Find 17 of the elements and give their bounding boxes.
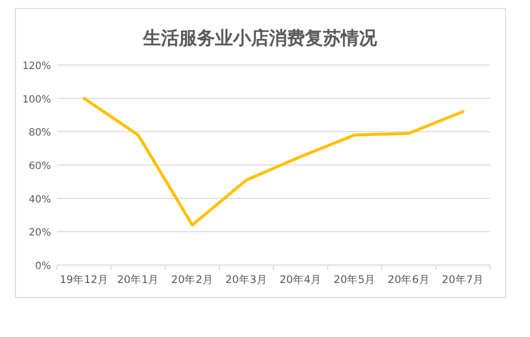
- x-tick-label: 20年6月: [388, 274, 430, 286]
- x-tick-label: 20年1月: [117, 274, 160, 286]
- y-tick-label: 20%: [28, 228, 51, 239]
- y-tick-label: 40%: [28, 194, 51, 206]
- x-tick-label: 20年5月: [334, 274, 376, 286]
- x-tick-label: 20年2月: [171, 274, 214, 286]
- x-tick-label: 20年7月: [442, 274, 484, 286]
- y-tick-label: 0%: [35, 261, 51, 272]
- x-tick-label: 20年4月: [280, 274, 322, 286]
- x-tick-label: 19年12月: [60, 274, 108, 286]
- y-tick-label: 80%: [28, 128, 51, 139]
- y-tick-label: 120%: [22, 61, 51, 72]
- chart-title: 生活服务业小店消费复苏情况: [142, 28, 378, 49]
- y-tick-label: 60%: [28, 161, 51, 172]
- line-series: [82, 96, 464, 226]
- y-tick-label: 100%: [22, 94, 51, 106]
- x-tick-label: 20年3月: [225, 274, 268, 286]
